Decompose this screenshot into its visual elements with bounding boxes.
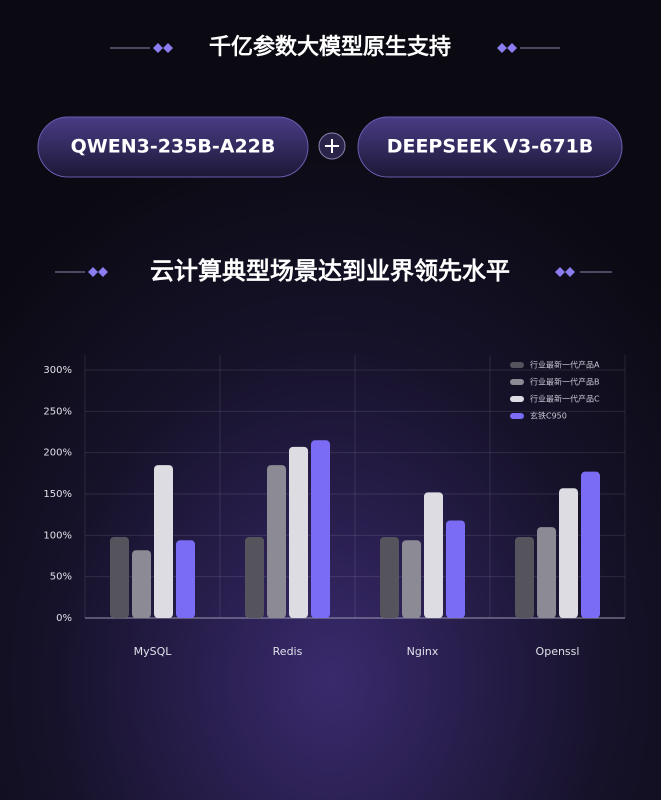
y-tick-label: 250% [43,406,72,417]
legend-label: 行业最新一代产品A [530,360,600,370]
decor-diamond [497,43,517,53]
bar [424,492,443,618]
legend-swatch [510,413,524,419]
x-tick-label: MySQL [134,645,173,658]
decor-diamond [88,267,108,277]
model-name: QWEN3-235B-A22B [71,136,276,158]
bar [581,471,600,618]
legend-label: 行业最新一代产品C [530,394,600,404]
chart-title: 云计算典型场景达到业界领先水平 [150,257,510,285]
bar [132,550,151,618]
bar [311,440,330,618]
y-tick-label: 150% [43,489,72,500]
bar [154,465,173,618]
model-pill [357,116,623,178]
y-tick-label: 300% [43,365,72,376]
bar [289,446,308,618]
x-tick-label: Openssl [536,645,580,658]
legend-label: 行业最新一代产品B [530,377,600,387]
y-tick-label: 200% [43,448,72,459]
legend-swatch [510,396,524,402]
legend-swatch [510,362,524,368]
legend-swatch [510,379,524,385]
plus-icon [325,139,339,153]
model-pill [37,116,309,178]
heading: 千亿参数大模型原生支持 [209,34,451,60]
x-tick-label: Redis [273,645,303,658]
bar [402,540,421,618]
x-tick-label: Nginx [407,645,439,658]
bar [267,465,286,618]
model-name: DEEPSEEK V3-671B [387,136,594,158]
bar [446,520,465,618]
y-tick-label: 100% [43,530,72,541]
bar [245,536,264,618]
y-tick-label: 0% [56,613,72,624]
bar [537,527,556,618]
legend-label: 玄铁C950 [530,411,567,421]
bar [559,488,578,618]
decor-diamond [153,43,173,53]
bar [380,536,399,618]
decor-diamond [555,267,575,277]
bar [515,536,534,618]
y-tick-label: 50% [50,572,72,583]
bar [176,540,195,618]
bar [110,536,129,618]
